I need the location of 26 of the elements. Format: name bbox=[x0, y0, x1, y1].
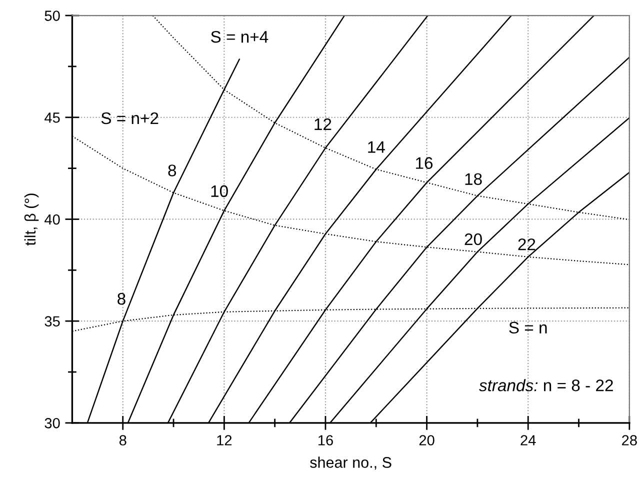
series-label: 22 bbox=[518, 238, 536, 250]
y-tick-label: 40 bbox=[44, 214, 60, 225]
y-tick-label: 50 bbox=[44, 10, 60, 21]
y-tick-label: 35 bbox=[44, 316, 60, 326]
series-label: 20 bbox=[464, 233, 482, 246]
y-tick-label: 30 bbox=[44, 418, 60, 428]
series-label: 16 bbox=[416, 157, 433, 169]
x-tick-label: 8 bbox=[119, 435, 126, 446]
text: 8 bbox=[168, 164, 176, 176]
x-tick-label: 28 bbox=[622, 435, 637, 446]
x-tick-label: 16 bbox=[318, 435, 333, 446]
x-axis-title: shear no., S bbox=[310, 456, 392, 470]
x-tick-label: 20 bbox=[419, 435, 434, 446]
series-label: 12 bbox=[314, 118, 332, 130]
series-label: S = n+2 bbox=[101, 112, 158, 124]
series-label: 18 bbox=[465, 173, 482, 185]
y-tick-label: 45 bbox=[44, 112, 60, 123]
series-label: S = n+4 bbox=[211, 30, 268, 43]
x-tick-label: 24 bbox=[520, 435, 536, 446]
series-label: 14 bbox=[368, 141, 385, 153]
y-axis-title: tilt, β (°) bbox=[24, 194, 39, 246]
series-label: 10 bbox=[211, 185, 228, 198]
x-tick-label: 12 bbox=[217, 435, 232, 446]
annotation: strands: n = 8 - 22 bbox=[479, 379, 613, 392]
series-label: 8 bbox=[118, 292, 126, 305]
series-label: S = n bbox=[509, 322, 547, 334]
